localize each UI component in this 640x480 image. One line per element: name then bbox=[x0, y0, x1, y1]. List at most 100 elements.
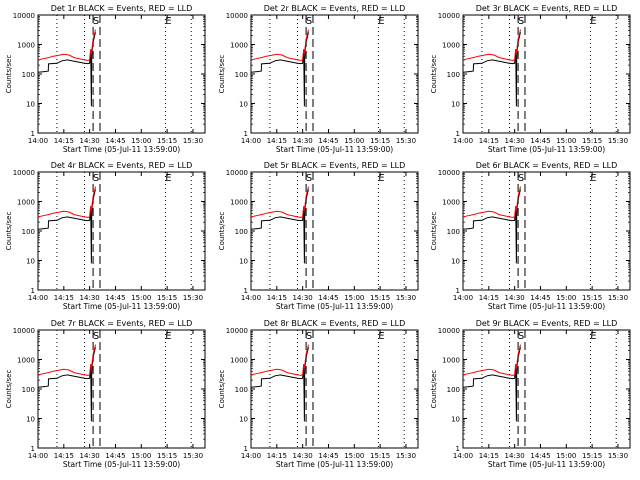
x-tick-label: 14:30 bbox=[80, 137, 100, 145]
x-tick-label: 15:30 bbox=[608, 294, 628, 302]
x-tick-label: 14:00 bbox=[28, 452, 48, 460]
plot-frame bbox=[250, 329, 419, 449]
series-events-line bbox=[462, 189, 521, 264]
marker-label: E bbox=[378, 331, 384, 342]
x-tick-label: 14:15 bbox=[267, 452, 287, 460]
y-tick-label: 1000 bbox=[442, 199, 460, 207]
marker-label: S bbox=[306, 16, 312, 27]
x-tick-label: 14:45 bbox=[318, 452, 338, 460]
y-axis-label: Counts/sec bbox=[430, 370, 438, 409]
x-tick-label: 15:15 bbox=[370, 452, 390, 460]
x-axis-label: Start Time (05-Jul-11 13:59:00) bbox=[63, 302, 180, 311]
panel-1: Det 1r BLACK = Events, RED = LLD 1 10 100 10… bbox=[5, 4, 206, 154]
marker-label: E bbox=[165, 173, 171, 184]
y-axis-label: Counts/sec bbox=[5, 370, 13, 409]
x-tick-label: 15:00 bbox=[556, 137, 576, 145]
y-tick-label: 10 bbox=[451, 101, 460, 109]
series-lld-line bbox=[462, 29, 521, 61]
y-axis-label: Counts/sec bbox=[5, 212, 13, 251]
marker-label: S bbox=[306, 331, 312, 342]
x-tick-label: 15:00 bbox=[556, 294, 576, 302]
marker-label: E bbox=[590, 173, 596, 184]
x-tick-label: 15:00 bbox=[344, 137, 364, 145]
y-tick-label: 1000 bbox=[442, 42, 460, 50]
x-tick-label: 15:30 bbox=[183, 137, 203, 145]
y-axis-label: Counts/sec bbox=[218, 55, 226, 94]
panel-9: Det 9r BLACK = Events, RED = LLD 1 10 100 10… bbox=[430, 319, 631, 469]
plot-frame bbox=[250, 14, 419, 134]
y-tick-label: 1 bbox=[456, 130, 460, 138]
x-tick-label: 15:00 bbox=[131, 294, 151, 302]
y-tick-label: 1000 bbox=[230, 357, 248, 365]
y-tick-label: 1 bbox=[244, 130, 248, 138]
y-tick-label: 10 bbox=[26, 258, 35, 266]
plot-frame bbox=[37, 171, 206, 291]
y-tick-label: 10000 bbox=[438, 12, 460, 20]
x-tick-label: 15:00 bbox=[131, 452, 151, 460]
marker-label: S bbox=[93, 16, 99, 27]
marker-label: E bbox=[165, 331, 171, 342]
x-tick-label: 15:00 bbox=[131, 137, 151, 145]
y-tick-label: 10 bbox=[451, 416, 460, 424]
y-tick-label: 10 bbox=[239, 258, 248, 266]
y-tick-label: 1 bbox=[31, 287, 35, 295]
y-tick-label: 10 bbox=[239, 101, 248, 109]
panel-title: Det 2r BLACK = Events, RED = LLD bbox=[264, 4, 406, 13]
x-tick-label: 15:15 bbox=[370, 294, 390, 302]
y-tick-label: 1000 bbox=[230, 199, 248, 207]
x-tick-label: 14:00 bbox=[28, 294, 48, 302]
x-axis-label: Start Time (05-Jul-11 13:59:00) bbox=[63, 145, 180, 154]
y-tick-label: 1000 bbox=[17, 357, 35, 365]
marker-label: E bbox=[590, 16, 596, 27]
marker-label: E bbox=[590, 331, 596, 342]
panel-title: Det 5r BLACK = Events, RED = LLD bbox=[264, 161, 406, 170]
y-tick-label: 100 bbox=[447, 71, 460, 79]
x-tick-label: 14:30 bbox=[293, 452, 313, 460]
y-tick-label: 100 bbox=[235, 386, 248, 394]
x-tick-label: 15:15 bbox=[582, 294, 602, 302]
plot-frame bbox=[37, 14, 206, 134]
panel-8: Det 8r BLACK = Events, RED = LLD 1 10 100 10… bbox=[218, 319, 419, 469]
y-tick-label: 1000 bbox=[230, 42, 248, 50]
x-tick-label: 14:45 bbox=[105, 452, 125, 460]
series-lld-line bbox=[37, 344, 96, 376]
x-tick-label: 14:00 bbox=[241, 137, 261, 145]
x-tick-label: 14:00 bbox=[453, 294, 473, 302]
x-tick-label: 14:15 bbox=[54, 452, 74, 460]
y-tick-label: 10000 bbox=[438, 169, 460, 177]
y-tick-label: 10000 bbox=[226, 327, 248, 335]
panel-title: Det 1r BLACK = Events, RED = LLD bbox=[51, 4, 193, 13]
x-tick-label: 15:30 bbox=[396, 137, 416, 145]
series-events-line bbox=[462, 32, 521, 107]
x-tick-label: 15:00 bbox=[556, 452, 576, 460]
x-tick-label: 15:15 bbox=[157, 294, 177, 302]
plot-frame bbox=[462, 329, 631, 449]
y-tick-label: 100 bbox=[22, 71, 35, 79]
y-tick-label: 100 bbox=[22, 386, 35, 394]
y-tick-label: 10000 bbox=[226, 169, 248, 177]
panel-7: Det 7r BLACK = Events, RED = LLD 1 10 100 10… bbox=[5, 319, 206, 469]
y-tick-label: 10000 bbox=[13, 169, 35, 177]
panel-4: Det 4r BLACK = Events, RED = LLD 1 10 100 10… bbox=[5, 161, 206, 311]
x-tick-label: 14:15 bbox=[54, 294, 74, 302]
marker-label: S bbox=[306, 173, 312, 184]
y-tick-label: 100 bbox=[447, 228, 460, 236]
marker-label: S bbox=[518, 173, 524, 184]
series-lld-line bbox=[250, 186, 309, 218]
x-tick-label: 15:15 bbox=[582, 137, 602, 145]
y-tick-label: 10 bbox=[451, 258, 460, 266]
x-tick-label: 15:30 bbox=[608, 452, 628, 460]
series-events-line bbox=[37, 189, 96, 264]
marker-label: S bbox=[93, 173, 99, 184]
x-tick-label: 14:00 bbox=[453, 452, 473, 460]
x-tick-label: 14:45 bbox=[530, 294, 550, 302]
y-tick-label: 10000 bbox=[13, 12, 35, 20]
x-axis-label: Start Time (05-Jul-11 13:59:00) bbox=[63, 460, 180, 469]
x-tick-label: 15:00 bbox=[344, 452, 364, 460]
x-tick-label: 14:15 bbox=[267, 137, 287, 145]
y-tick-label: 10 bbox=[239, 416, 248, 424]
series-lld-line bbox=[250, 29, 309, 61]
y-tick-label: 10000 bbox=[13, 327, 35, 335]
y-tick-label: 1000 bbox=[442, 357, 460, 365]
x-tick-label: 15:30 bbox=[396, 294, 416, 302]
